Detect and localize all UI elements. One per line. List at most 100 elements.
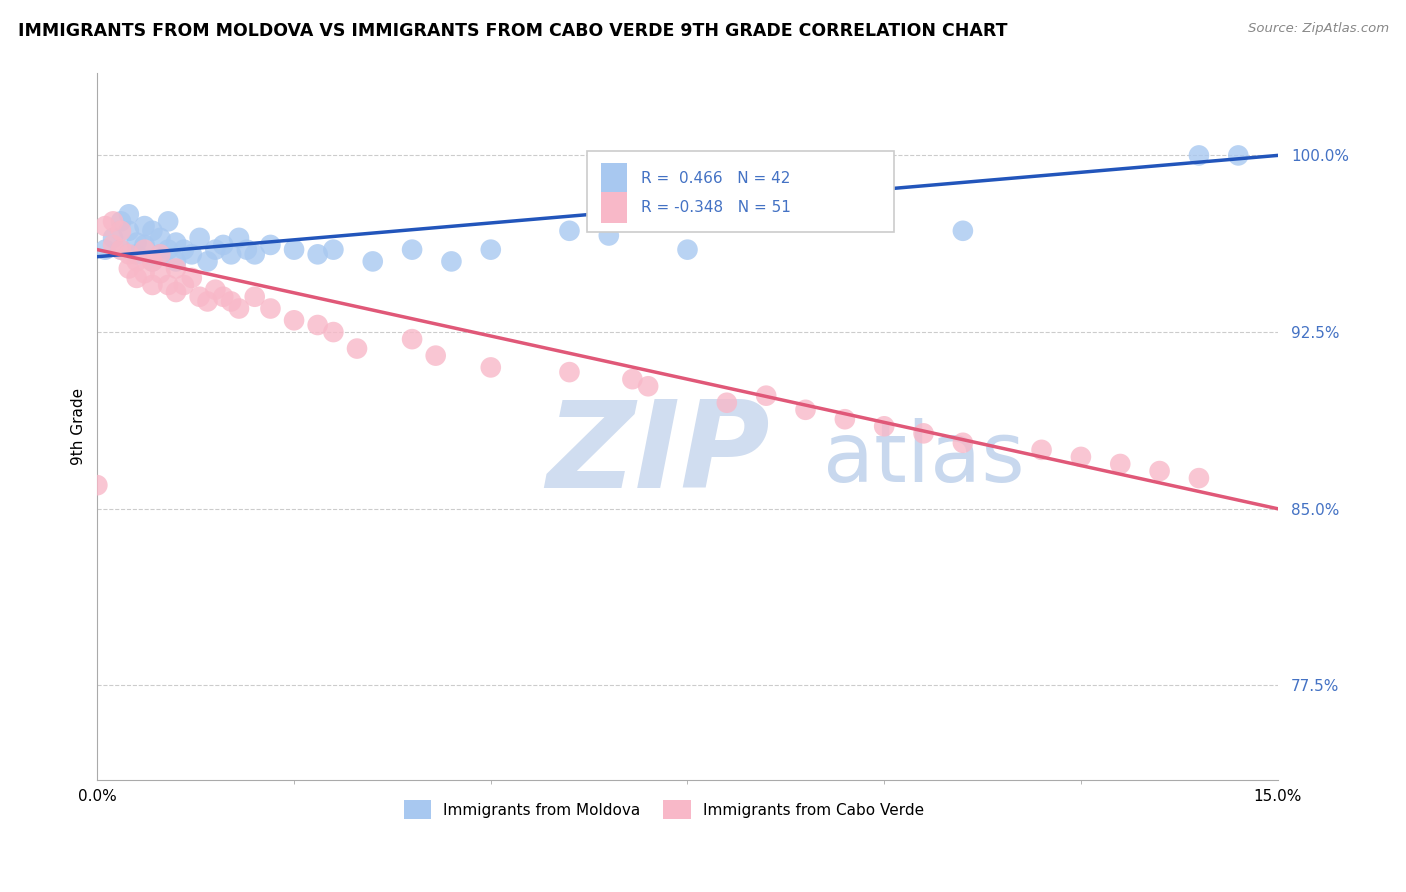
Point [141, 254, 163, 268]
Point [125, 271, 148, 285]
Point [479, 243, 502, 257]
Point [219, 294, 242, 309]
Point [243, 247, 266, 261]
Point [157, 277, 180, 292]
Point [134, 238, 156, 252]
Point [110, 224, 132, 238]
Point [165, 285, 187, 299]
Point [110, 243, 132, 257]
Point [110, 214, 132, 228]
Point [716, 396, 738, 410]
Point [94, 243, 117, 257]
Point [101, 214, 124, 228]
Point [118, 224, 141, 238]
Point [118, 247, 141, 261]
Point [598, 228, 620, 243]
Point [165, 261, 187, 276]
Point [1149, 464, 1171, 478]
Point [259, 301, 281, 316]
Point [621, 372, 644, 386]
Point [1109, 457, 1132, 471]
Point [101, 238, 124, 252]
Text: ZIP: ZIP [546, 396, 769, 513]
Point [197, 294, 219, 309]
Point [228, 231, 250, 245]
Point [157, 243, 180, 257]
FancyBboxPatch shape [588, 151, 894, 232]
Point [94, 219, 117, 233]
Point [141, 224, 163, 238]
Point [149, 247, 172, 261]
Point [149, 247, 172, 261]
Point [125, 254, 148, 268]
Point [1227, 148, 1250, 162]
Text: Source: ZipAtlas.com: Source: ZipAtlas.com [1249, 22, 1389, 36]
Point [676, 243, 699, 257]
Point [243, 290, 266, 304]
Point [118, 261, 141, 276]
Point [912, 426, 935, 441]
Point [134, 266, 156, 280]
Point [361, 254, 384, 268]
Point [165, 254, 187, 268]
Point [873, 419, 896, 434]
Point [101, 231, 124, 245]
Point [283, 313, 305, 327]
Point [755, 389, 778, 403]
Point [86, 478, 108, 492]
Point [173, 277, 195, 292]
Point [425, 349, 447, 363]
Y-axis label: 9th Grade: 9th Grade [72, 388, 86, 465]
Point [134, 219, 156, 233]
Point [794, 402, 817, 417]
Point [197, 254, 219, 268]
Point [307, 318, 329, 332]
Point [125, 235, 148, 250]
Point [236, 243, 259, 257]
Point [165, 235, 187, 250]
Point [212, 238, 235, 252]
Text: R =  0.466   N = 42: R = 0.466 N = 42 [641, 171, 790, 186]
FancyBboxPatch shape [602, 192, 627, 224]
Point [952, 224, 974, 238]
Point [141, 277, 163, 292]
Point [173, 243, 195, 257]
Point [259, 238, 281, 252]
Legend: Immigrants from Moldova, Immigrants from Cabo Verde: Immigrants from Moldova, Immigrants from… [398, 794, 931, 825]
Point [228, 301, 250, 316]
Point [219, 247, 242, 261]
Point [134, 243, 156, 257]
Point [180, 247, 202, 261]
Point [637, 379, 659, 393]
Point [1188, 148, 1211, 162]
Point [188, 290, 211, 304]
Point [479, 360, 502, 375]
Point [149, 231, 172, 245]
Point [322, 243, 344, 257]
Text: atlas: atlas [824, 417, 1025, 499]
Point [110, 243, 132, 257]
Point [440, 254, 463, 268]
Point [180, 271, 202, 285]
Point [1070, 450, 1092, 464]
Text: R = -0.348   N = 51: R = -0.348 N = 51 [641, 200, 792, 215]
Point [307, 247, 329, 261]
Point [1031, 442, 1053, 457]
Point [401, 243, 423, 257]
Point [118, 207, 141, 221]
Point [283, 243, 305, 257]
Point [401, 332, 423, 346]
Point [125, 247, 148, 261]
Point [212, 290, 235, 304]
Point [322, 325, 344, 339]
Point [204, 283, 226, 297]
Point [141, 254, 163, 268]
Point [834, 412, 856, 426]
FancyBboxPatch shape [602, 162, 627, 194]
Point [558, 365, 581, 379]
Point [1188, 471, 1211, 485]
Point [952, 435, 974, 450]
Point [558, 224, 581, 238]
Text: IMMIGRANTS FROM MOLDOVA VS IMMIGRANTS FROM CABO VERDE 9TH GRADE CORRELATION CHAR: IMMIGRANTS FROM MOLDOVA VS IMMIGRANTS FR… [18, 22, 1008, 40]
Point [346, 342, 368, 356]
